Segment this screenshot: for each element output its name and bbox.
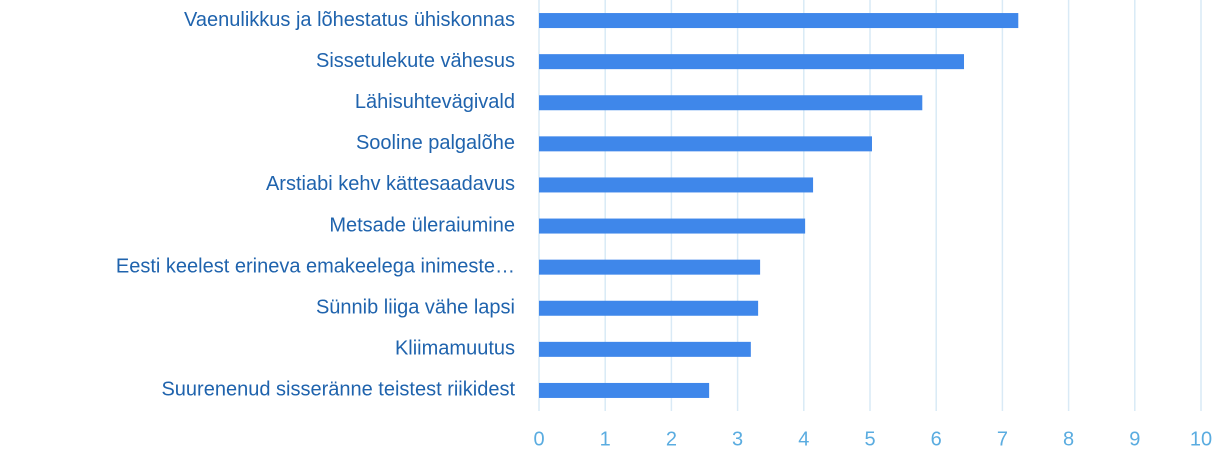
bar bbox=[539, 54, 965, 70]
bar bbox=[539, 136, 872, 152]
y-tick-label: Metsade üleraiumine bbox=[329, 214, 515, 236]
y-tick-label: Sissetulekute vähesus bbox=[316, 50, 515, 72]
y-tick-label: Kliimamuutus bbox=[395, 338, 515, 360]
bar bbox=[539, 218, 806, 234]
x-tick-label: 1 bbox=[600, 428, 611, 450]
y-tick-label: Sünnib liiga vähe lapsi bbox=[316, 297, 515, 319]
y-tick-label: Lähisuhtevägivald bbox=[355, 91, 515, 113]
x-tick-label: 8 bbox=[1063, 428, 1074, 450]
x-tick-label: 5 bbox=[864, 428, 875, 450]
y-tick-label: Arstiabi kehv kättesaadavus bbox=[266, 173, 515, 195]
y-tick-label: Suurenenud sisseränne teistest riikidest bbox=[161, 379, 515, 401]
x-tick-label: 0 bbox=[533, 428, 544, 450]
bar bbox=[539, 13, 1019, 29]
x-tick-label: 10 bbox=[1190, 428, 1212, 450]
y-tick-label: Vaenulikkus ja lõhestatus ühiskonnas bbox=[184, 9, 515, 31]
x-tick-label: 9 bbox=[1129, 428, 1140, 450]
x-tick-label: 4 bbox=[798, 428, 809, 450]
x-tick-label: 3 bbox=[732, 428, 743, 450]
bar bbox=[539, 177, 814, 193]
bar bbox=[539, 95, 923, 111]
bar bbox=[539, 300, 759, 316]
x-tick-label: 2 bbox=[666, 428, 677, 450]
bar bbox=[539, 259, 761, 275]
x-tick-label: 6 bbox=[931, 428, 942, 450]
bar bbox=[539, 382, 710, 398]
y-tick-label: Eesti keelest erineva emakeelega inimest… bbox=[116, 255, 515, 277]
bar bbox=[539, 341, 751, 357]
y-tick-label: Sooline palgalõhe bbox=[356, 132, 515, 154]
x-tick-label: 7 bbox=[997, 428, 1008, 450]
